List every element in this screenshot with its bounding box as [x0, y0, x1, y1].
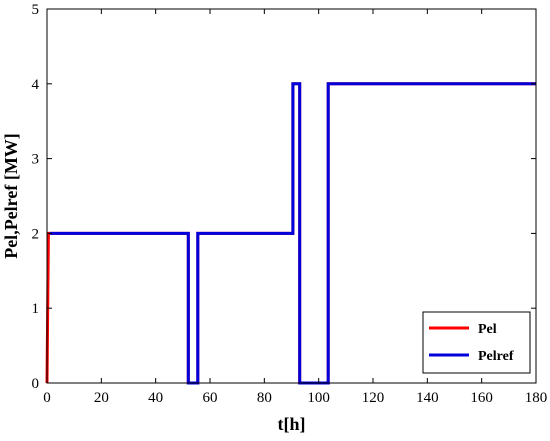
- x-tick-label: 120: [362, 390, 385, 406]
- y-tick-label: 1: [32, 301, 40, 317]
- legend-box: [422, 311, 531, 374]
- x-axis-title: t[h]: [278, 414, 306, 434]
- axis-ticks: [46, 8, 537, 384]
- x-tick-label: 80: [257, 390, 272, 406]
- x-tick-label: 180: [525, 390, 548, 406]
- y-axis-title: Pel,Pelref [MW]: [1, 133, 21, 259]
- x-tick-labels: 0 20 40 60 80 100 120 140 160 180: [43, 390, 547, 406]
- legend-label-pelref: Pelref: [478, 349, 514, 364]
- x-tick-label: 0: [43, 390, 51, 406]
- legend: Pel Pelref: [422, 311, 531, 374]
- x-tick-label: 40: [148, 390, 163, 406]
- y-tick-label: 0: [32, 376, 40, 392]
- y-tick-labels: 0 1 2 3 4 5: [32, 2, 40, 392]
- y-tick-label: 4: [32, 77, 40, 93]
- x-tick-label: 160: [470, 390, 493, 406]
- y-tick-label: 3: [32, 152, 40, 168]
- x-tick-label: 60: [203, 390, 218, 406]
- y-tick-label: 2: [32, 226, 40, 242]
- y-tick-label: 5: [32, 2, 40, 18]
- x-tick-label: 20: [94, 390, 109, 406]
- x-tick-label: 140: [416, 390, 439, 406]
- plot-frame: [46, 8, 537, 384]
- x-tick-label: 100: [307, 390, 330, 406]
- legend-label-pel: Pel: [478, 322, 497, 337]
- series-line-pelref: [49, 82, 536, 385]
